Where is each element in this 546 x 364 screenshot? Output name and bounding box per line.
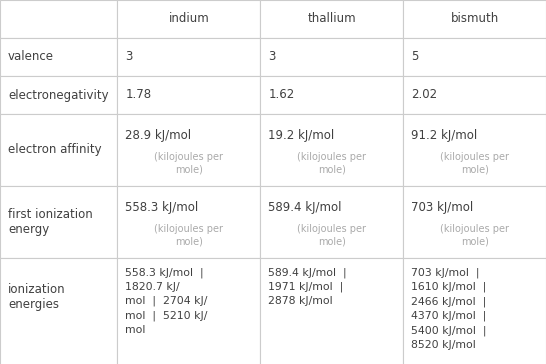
Text: 19.2 kJ/mol: 19.2 kJ/mol <box>269 129 335 142</box>
Bar <box>0 186 117 258</box>
Text: (kilojoules per
mole): (kilojoules per mole) <box>440 224 509 246</box>
Bar <box>117 76 260 114</box>
Bar <box>403 0 546 38</box>
Bar <box>260 258 403 364</box>
Bar <box>117 38 260 76</box>
Bar <box>0 114 117 186</box>
Text: 589.4 kJ/mol  |
1971 kJ/mol  |
2878 kJ/mol: 589.4 kJ/mol | 1971 kJ/mol | 2878 kJ/mol <box>269 267 347 306</box>
Text: valence: valence <box>8 51 54 63</box>
Bar <box>117 258 260 364</box>
Bar <box>117 186 260 258</box>
Text: 558.3 kJ/mol  |
1820.7 kJ/
mol  |  2704 kJ/
mol  |  5210 kJ/
mol: 558.3 kJ/mol | 1820.7 kJ/ mol | 2704 kJ/… <box>126 267 208 335</box>
Text: 3: 3 <box>126 51 133 63</box>
Text: thallium: thallium <box>307 12 357 25</box>
Text: 3: 3 <box>269 51 276 63</box>
Bar <box>117 114 260 186</box>
Bar <box>260 0 403 38</box>
Bar <box>403 76 546 114</box>
Bar <box>260 38 403 76</box>
Text: 558.3 kJ/mol: 558.3 kJ/mol <box>126 201 199 214</box>
Bar <box>260 186 403 258</box>
Text: 28.9 kJ/mol: 28.9 kJ/mol <box>126 129 192 142</box>
Text: electronegativity: electronegativity <box>8 88 109 102</box>
Text: (kilojoules per
mole): (kilojoules per mole) <box>298 152 366 174</box>
Bar <box>260 114 403 186</box>
Text: (kilojoules per
mole): (kilojoules per mole) <box>155 152 223 174</box>
Bar <box>260 76 403 114</box>
Bar <box>403 38 546 76</box>
Bar <box>0 0 117 38</box>
Text: 589.4 kJ/mol: 589.4 kJ/mol <box>269 201 342 214</box>
Text: 703 kJ/mol  |
1610 kJ/mol  |
2466 kJ/mol  |
4370 kJ/mol  |
5400 kJ/mol  |
8520 k: 703 kJ/mol | 1610 kJ/mol | 2466 kJ/mol |… <box>412 267 487 350</box>
Text: 5: 5 <box>412 51 419 63</box>
Bar <box>403 258 546 364</box>
Text: bismuth: bismuth <box>450 12 499 25</box>
Bar <box>403 114 546 186</box>
Text: first ionization
energy: first ionization energy <box>8 208 93 236</box>
Text: 1.62: 1.62 <box>269 88 295 102</box>
Bar <box>0 38 117 76</box>
Text: 703 kJ/mol: 703 kJ/mol <box>412 201 474 214</box>
Text: ionization
energies: ionization energies <box>8 283 66 311</box>
Text: 91.2 kJ/mol: 91.2 kJ/mol <box>412 129 478 142</box>
Text: 1.78: 1.78 <box>126 88 151 102</box>
Bar <box>0 258 117 364</box>
Text: electron affinity: electron affinity <box>8 143 102 157</box>
Text: (kilojoules per
mole): (kilojoules per mole) <box>298 224 366 246</box>
Text: indium: indium <box>169 12 209 25</box>
Bar <box>403 186 546 258</box>
Text: (kilojoules per
mole): (kilojoules per mole) <box>155 224 223 246</box>
Text: (kilojoules per
mole): (kilojoules per mole) <box>440 152 509 174</box>
Text: 2.02: 2.02 <box>412 88 438 102</box>
Bar <box>117 0 260 38</box>
Bar <box>0 76 117 114</box>
